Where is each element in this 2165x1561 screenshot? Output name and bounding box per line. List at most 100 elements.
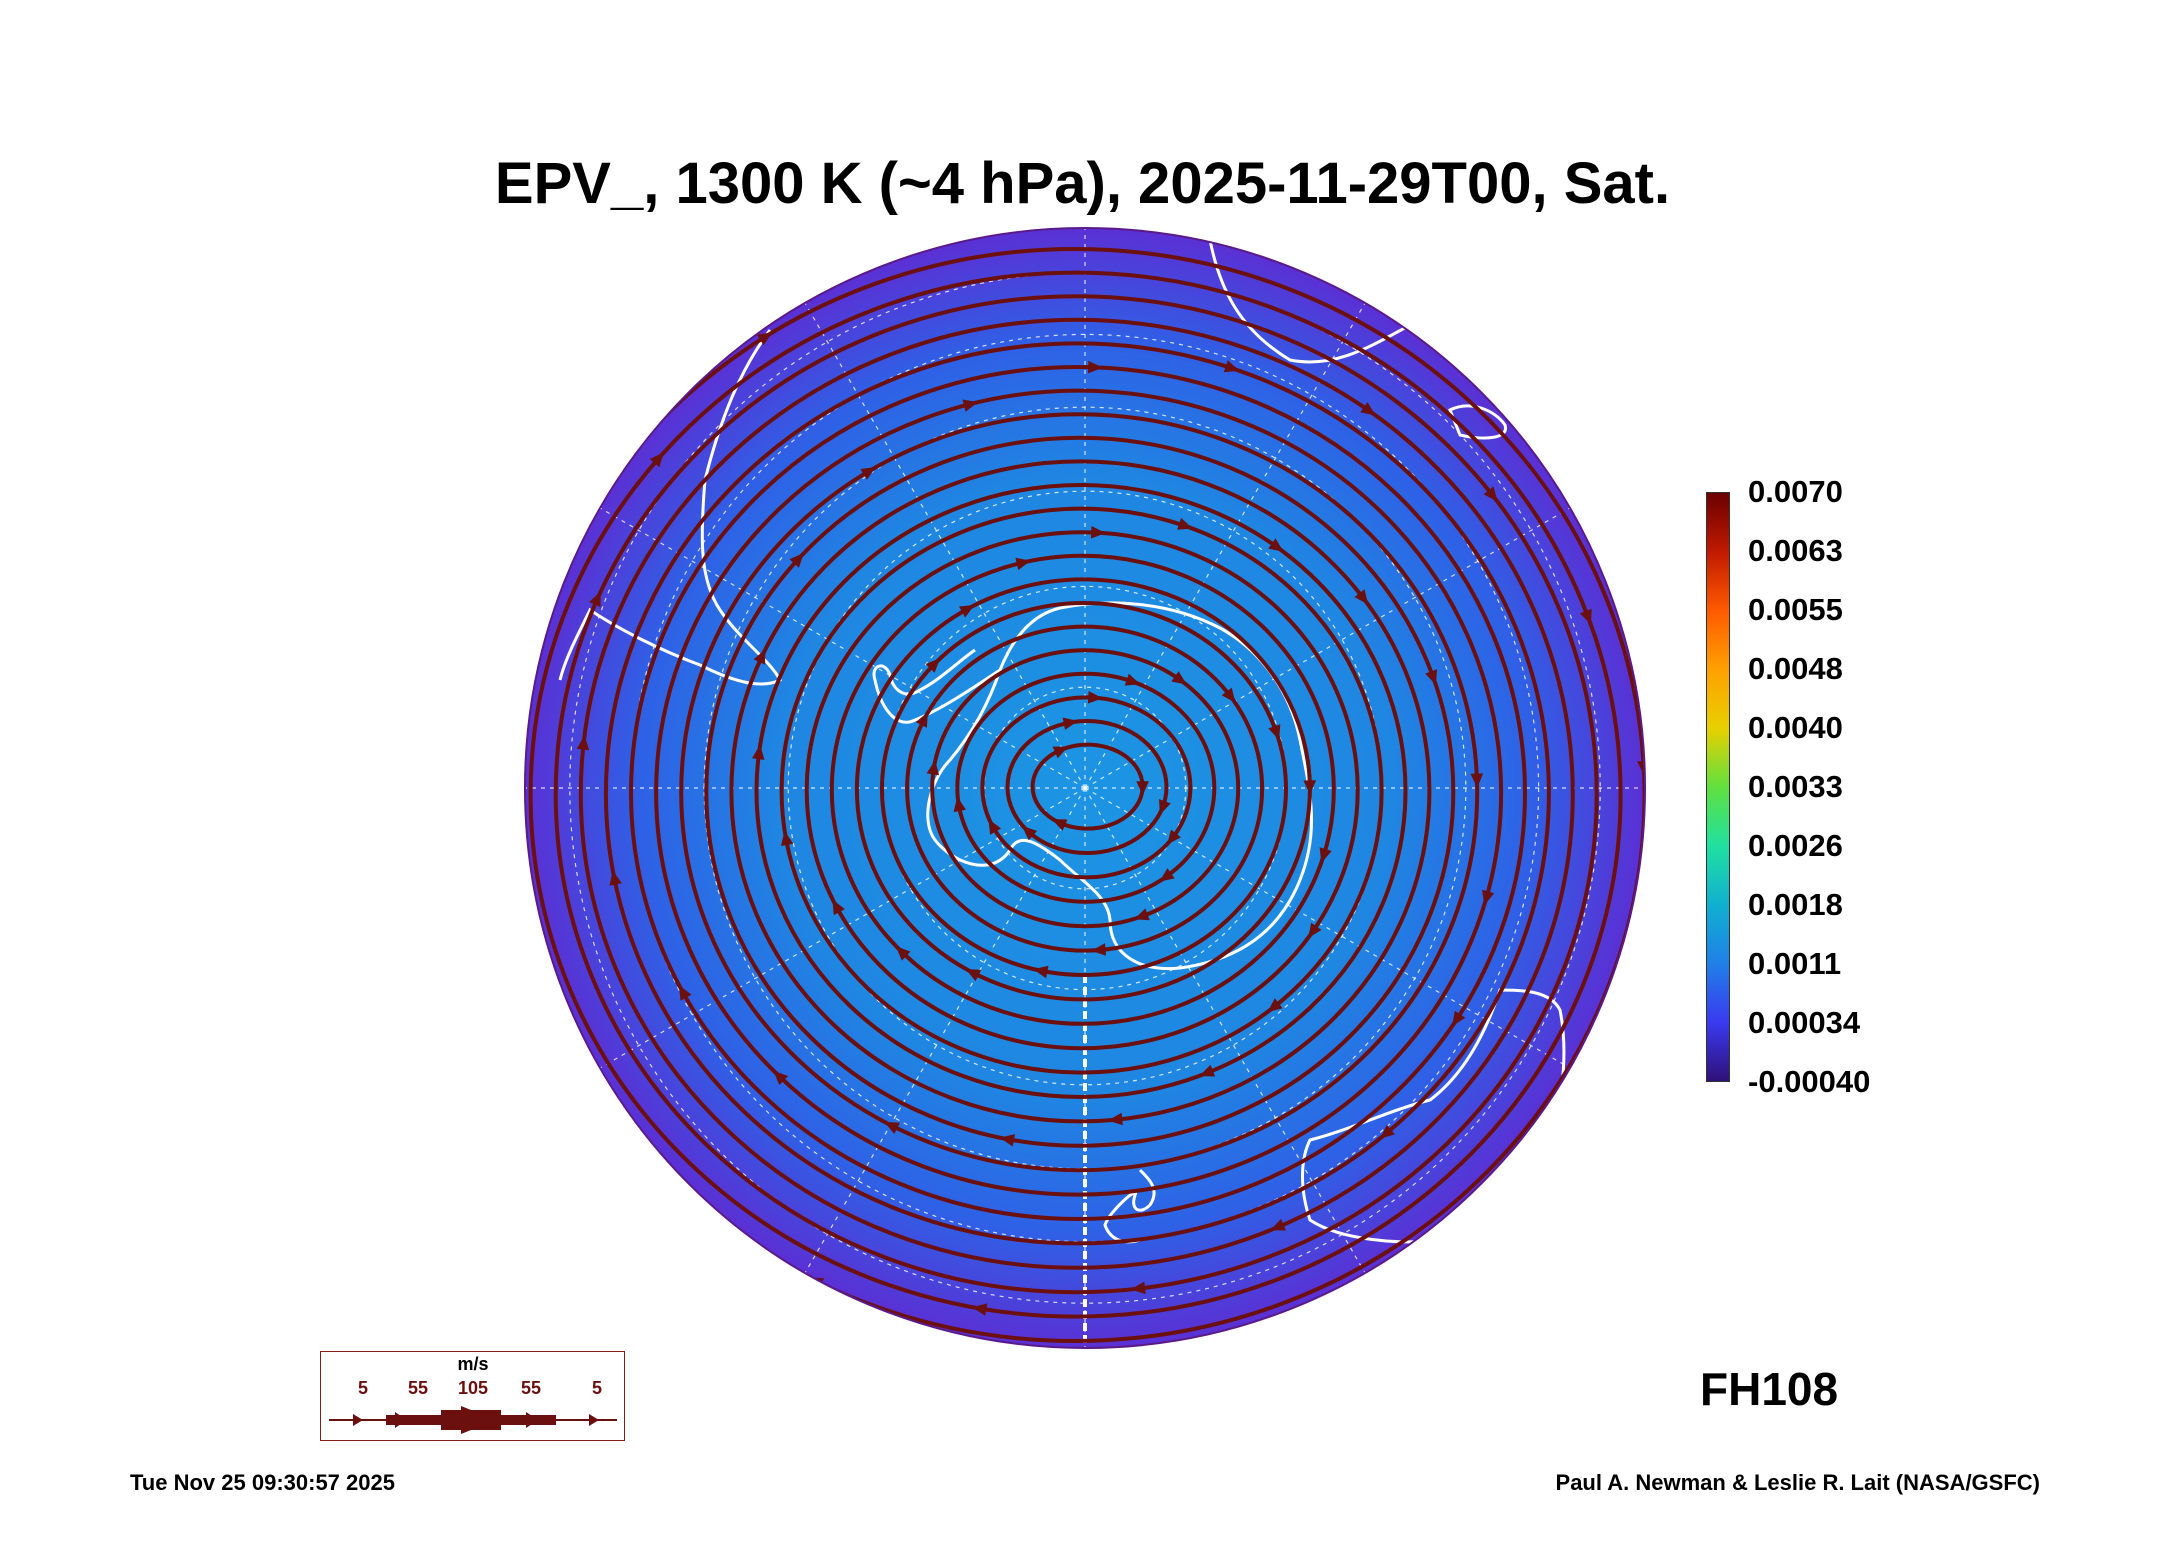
streamline-arrow — [1159, 799, 1171, 815]
streamline-arrow — [1452, 1010, 1466, 1027]
streamline-arrow — [1087, 691, 1103, 704]
streamline-arrow — [1319, 847, 1332, 863]
colorbar-tick-label: 0.0011 — [1748, 946, 1842, 981]
meridian-line — [1084, 787, 1571, 1069]
forecast-hour-label: FH108 — [1700, 1363, 1839, 1415]
streamline-arrow — [884, 1121, 900, 1134]
streamline-arrow — [781, 830, 794, 846]
streamline-arrow — [1124, 673, 1141, 686]
streamline-arrow — [925, 658, 941, 673]
streamline-arrow — [649, 452, 664, 468]
colorbar-tick-label: 0.0048 — [1748, 651, 1843, 686]
streamline-arrow — [1379, 1124, 1395, 1139]
streamline-arrow — [1134, 908, 1150, 921]
streamline — [880, 601, 1288, 977]
wind-legend-unit: m/s — [457, 1354, 489, 1374]
globe-outline — [524, 227, 1646, 1349]
streamline-arrow — [895, 946, 911, 961]
streamline-arrow — [1470, 773, 1484, 788]
streamline-arrow — [1088, 360, 1103, 374]
streamline — [955, 671, 1217, 904]
streamline-arrow — [988, 819, 1002, 835]
streamline-arrow — [1136, 781, 1149, 796]
colorbar-tick-label: 0.00034 — [1748, 1005, 1861, 1040]
streamline-arrow — [1130, 1281, 1146, 1295]
meridian-line — [1084, 507, 1571, 789]
wind-legend-value: 5 — [357, 1378, 369, 1398]
streamline-arrow — [1482, 889, 1495, 906]
streamline-arrow — [1022, 826, 1038, 841]
streamline-arrow — [1033, 965, 1049, 979]
meridian-line — [599, 787, 1086, 1069]
streamline-arrow — [1052, 746, 1069, 759]
streamline-arrow — [609, 870, 622, 886]
streamline-arrow — [576, 735, 590, 751]
streamline-arrow — [1221, 687, 1236, 703]
streamline-arrow — [832, 899, 845, 916]
colorbar-tick-label: 0.0055 — [1748, 592, 1843, 627]
colorbar — [1706, 492, 1730, 1082]
streamline-arrow — [999, 1134, 1015, 1147]
streamline-arrow — [860, 467, 876, 480]
streamline — [654, 388, 1504, 1197]
streamline-arrow — [1354, 589, 1369, 605]
streamline-arrow — [1483, 486, 1498, 502]
streamline-arrow — [1579, 608, 1592, 625]
streamline-arrow — [1267, 998, 1283, 1013]
colorbar-tick-label: 0.0026 — [1748, 828, 1843, 863]
wind-legend-value: 5 — [591, 1378, 603, 1398]
streamline — [603, 341, 1551, 1246]
streamline-arrow — [1062, 717, 1078, 730]
streamline-arrow — [1425, 669, 1437, 685]
streamline-arrow — [1199, 1064, 1216, 1077]
streamline — [629, 365, 1527, 1221]
wind-legend-arrow — [329, 1406, 617, 1434]
streamline-arrow — [1270, 1218, 1286, 1231]
colorbar-tick-label: 0.0063 — [1748, 533, 1843, 568]
streamline-arrow — [1090, 526, 1106, 539]
streamline — [679, 412, 1480, 1173]
streamline-arrow — [915, 712, 928, 728]
streamline-arrow — [965, 969, 982, 982]
streamline-arrow — [1107, 1112, 1123, 1126]
streamline-arrow — [1167, 829, 1181, 845]
streamline-arrow — [753, 649, 766, 665]
streamline — [704, 435, 1456, 1148]
wind-speed-legend: m/s 5 55 105 55 5 — [320, 1351, 625, 1441]
antarctic-peninsula-coastline — [872, 648, 1001, 724]
streamline-arrow — [1177, 517, 1193, 530]
meridian-line — [599, 507, 1086, 789]
colorbar-tick-label: 0.0070 — [1748, 474, 1843, 509]
streamline — [905, 624, 1265, 953]
wind-legend-value: 55 — [520, 1378, 542, 1398]
streamline-arrow — [1268, 538, 1284, 552]
new-zealand-coastline — [1103, 1168, 1156, 1244]
streamline — [528, 270, 1623, 1319]
south-america-coastline — [558, 329, 783, 686]
streamline-arrow — [1303, 780, 1317, 795]
streamline — [578, 317, 1575, 1270]
streamline-arrow — [752, 744, 765, 760]
streamline-arrow — [972, 1303, 988, 1316]
streamline — [1005, 719, 1169, 855]
streamline-arrow — [959, 605, 975, 618]
streamline-arrow — [1268, 724, 1281, 740]
streamline — [829, 553, 1336, 1026]
streamline-arrow — [953, 796, 966, 813]
streamline-arrow — [1308, 922, 1322, 939]
streamline — [779, 506, 1384, 1075]
streamline-arrow — [1159, 868, 1175, 882]
colorbar-tick-label: 0.0040 — [1748, 710, 1843, 745]
africa-coastline — [1208, 239, 1421, 364]
streamline-arrow — [1637, 760, 1645, 776]
streamline-arrow — [1223, 360, 1240, 373]
colorbar-tick-label: 0.0033 — [1748, 769, 1843, 804]
colorbar-tick-label: -0.00040 — [1748, 1064, 1871, 1099]
streamline-arrow — [962, 399, 978, 412]
map-title: EPV_, 1300 K (~4 hPa), 2025-11-29T00, Sa… — [494, 151, 1671, 216]
streamline — [754, 483, 1408, 1099]
wind-legend-value: 105 — [457, 1378, 489, 1398]
streamline — [553, 294, 1599, 1295]
streamline — [729, 459, 1432, 1124]
